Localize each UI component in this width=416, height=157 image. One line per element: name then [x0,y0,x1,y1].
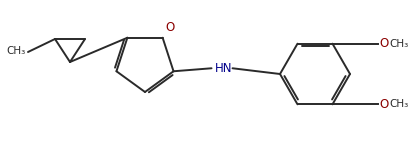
Text: CH₃: CH₃ [7,46,26,56]
Text: O: O [166,21,175,34]
Text: HN: HN [215,62,232,75]
Text: CH₃: CH₃ [389,39,409,49]
Text: O: O [379,37,389,50]
Text: CH₃: CH₃ [389,99,409,109]
Text: O: O [379,98,389,111]
